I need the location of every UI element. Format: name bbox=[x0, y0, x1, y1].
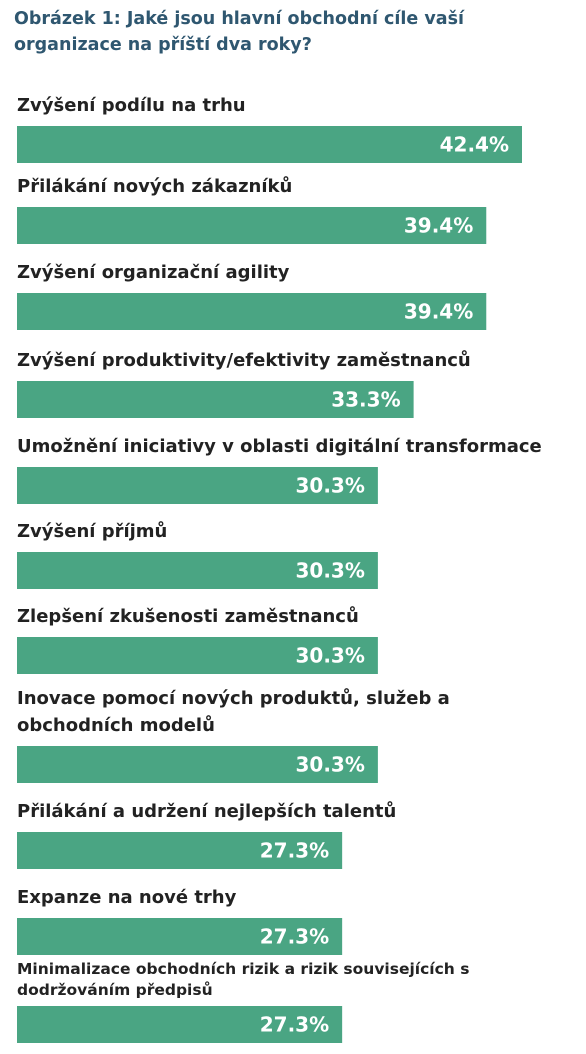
category-label-line: Zlepšení zkušenosti zaměstnanců bbox=[17, 605, 359, 627]
bar bbox=[17, 552, 378, 589]
category-label: Zvýšení produktivity/efektivity zaměstna… bbox=[17, 349, 471, 371]
bar bbox=[17, 746, 378, 783]
category-label-line: Umožnění iniciativy v oblasti digitální … bbox=[17, 436, 542, 457]
value-label: 27.3% bbox=[260, 839, 329, 863]
category-label: Minimalizace obchodních rizik a rizik so… bbox=[17, 960, 469, 999]
value-label: 30.3% bbox=[295, 474, 364, 498]
value-label: 39.4% bbox=[404, 214, 473, 238]
value-label: 42.4% bbox=[440, 133, 509, 157]
bar bbox=[17, 637, 378, 674]
category-label: Zvýšení podílu na trhu bbox=[17, 95, 246, 116]
bar bbox=[17, 832, 343, 869]
value-label: 33.3% bbox=[331, 388, 400, 412]
bar-group-zlepseni-zkusenosti-zamestnancu: Zlepšení zkušenosti zaměstnanců 30.3% bbox=[17, 605, 378, 674]
category-label: Zvýšení příjmů bbox=[17, 520, 167, 542]
category-label: Expanze na nové trhy bbox=[17, 887, 237, 908]
category-label-line: Zvýšení příjmů bbox=[17, 520, 167, 542]
category-label-line: Inovace pomocí nových produktů, služeb a bbox=[17, 687, 450, 709]
bar-group-prilakani-novych-zakazniku: Přilákání nových zákazníků 39.4% bbox=[17, 175, 487, 244]
category-label: Inovace pomocí nových produktů, služeb a… bbox=[17, 687, 450, 736]
category-label-line: Přilákání nových zákazníků bbox=[17, 175, 292, 197]
category-label-line: Přilákání a udržení nejlepších talentů bbox=[17, 800, 396, 822]
category-label-line: Zvýšení organizační agility bbox=[17, 262, 290, 283]
value-label: 39.4% bbox=[404, 300, 473, 324]
category-label-line: obchodních modelů bbox=[17, 714, 215, 736]
category-label-line: Zvýšení produktivity/efektivity zaměstna… bbox=[17, 349, 471, 371]
bar bbox=[17, 207, 487, 244]
value-label: 30.3% bbox=[295, 559, 364, 583]
category-label-line: Zvýšení podílu na trhu bbox=[17, 95, 246, 116]
category-label-line: Expanze na nové trhy bbox=[17, 887, 237, 908]
category-label: Přilákání a udržení nejlepších talentů bbox=[17, 800, 396, 822]
bar-group-prilakani-a-udrzeni-nejlepsich-talentu: Přilákání a udržení nejlepších talentů 27… bbox=[17, 800, 396, 869]
category-label-line: Minimalizace obchodních rizik a rizik so… bbox=[17, 960, 469, 978]
category-label: Umožnění iniciativy v oblasti digitální … bbox=[17, 436, 542, 457]
bar-group-zvyseni-produktivity-efektivity-zamestnancu: Zvýšení produktivity/efektivity zaměstna… bbox=[17, 349, 471, 418]
value-label: 27.3% bbox=[260, 925, 329, 949]
category-label-line: dodržováním předpisů bbox=[17, 980, 213, 999]
bar-group-minimalizace-obchodnich-rizik-a-rizik-souvisejicich-s-dodrzovanim-predpisu: Minimalizace obchodních rizik a rizik so… bbox=[17, 960, 469, 1043]
bar bbox=[17, 293, 487, 330]
value-label: 30.3% bbox=[295, 644, 364, 668]
bar-group-umozneni-iniciativy-v-oblasti-digitalni-transformace: Umožnění iniciativy v oblasti digitální … bbox=[17, 436, 542, 504]
bar bbox=[17, 918, 343, 955]
bar-group-inovace-pomoci-novych-produktu-sluzeb-a-obchodnich-modelu: Inovace pomocí nových produktů, služeb a… bbox=[17, 687, 450, 783]
bar-group-expanze-na-nove-trhy: Expanze na nové trhy 27.3% bbox=[17, 887, 343, 955]
value-label: 30.3% bbox=[295, 753, 364, 777]
bar-group-zvyseni-podilu-na-trhu: Zvýšení podílu na trhu 42.4% bbox=[17, 95, 522, 163]
value-label: 27.3% bbox=[260, 1013, 329, 1037]
category-label: Zvýšení organizační agility bbox=[17, 262, 290, 283]
bar bbox=[17, 381, 414, 418]
category-label: Přilákání nových zákazníků bbox=[17, 175, 292, 197]
bar bbox=[17, 1006, 343, 1043]
bar-group-zvyseni-prijmu: Zvýšení příjmů 30.3% bbox=[17, 520, 378, 589]
bar bbox=[17, 126, 522, 163]
category-label: Zlepšení zkušenosti zaměstnanců bbox=[17, 605, 359, 627]
chart-title: Obrázek 1: Jaké jsou hlavní obchodní cíl… bbox=[14, 9, 465, 55]
bar-group-zvyseni-organizacni-agility: Zvýšení organizační agility 39.4% bbox=[17, 262, 487, 330]
bar bbox=[17, 467, 378, 504]
